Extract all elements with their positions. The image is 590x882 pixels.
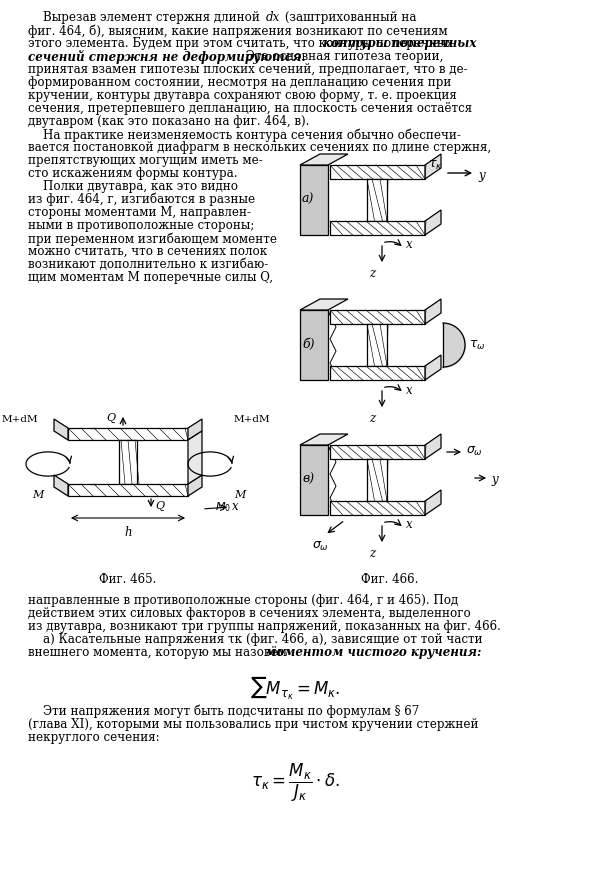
Polygon shape bbox=[300, 154, 348, 165]
Polygon shape bbox=[300, 445, 328, 515]
Text: стороны моментами M, направлен-: стороны моментами M, направлен- bbox=[28, 206, 251, 219]
Polygon shape bbox=[425, 299, 441, 324]
Polygon shape bbox=[68, 428, 188, 440]
Text: $\sum M_{\tau_\kappa} = M_\kappa.$: $\sum M_{\tau_\kappa} = M_\kappa.$ bbox=[250, 675, 340, 702]
Text: некруглого сечения:: некруглого сечения: bbox=[28, 731, 160, 744]
Text: Вырезав элемент стержня длиной: Вырезав элемент стержня длиной bbox=[28, 11, 264, 24]
Polygon shape bbox=[425, 434, 441, 459]
Polygon shape bbox=[425, 355, 441, 380]
Text: $\tau_\omega$: $\tau_\omega$ bbox=[469, 339, 486, 352]
Text: кручении, контуры двутавра сохраняют свою форму, т. е. проекция: кручении, контуры двутавра сохраняют сво… bbox=[28, 89, 457, 102]
Text: $M_0$: $M_0$ bbox=[215, 500, 231, 514]
Text: в): в) bbox=[302, 473, 314, 486]
Polygon shape bbox=[300, 310, 328, 380]
Text: моментом чистого кручения:: моментом чистого кручения: bbox=[265, 646, 481, 659]
Text: (заштрихованный на: (заштрихованный на bbox=[281, 11, 417, 24]
Text: M: M bbox=[32, 490, 44, 500]
Text: x: x bbox=[232, 500, 238, 513]
Polygon shape bbox=[54, 419, 68, 440]
Text: препятствующих могущим иметь ме-: препятствующих могущим иметь ме- bbox=[28, 154, 263, 167]
Text: Q: Q bbox=[155, 501, 164, 511]
Text: вается постановкой диафрагм в нескольких сечениях по длине стержня,: вается постановкой диафрагм в нескольких… bbox=[28, 141, 491, 154]
Text: M+dM: M+dM bbox=[2, 415, 38, 424]
Polygon shape bbox=[54, 475, 68, 496]
Text: фиг. 464, б), выясним, какие напряжения возникают по сечениям: фиг. 464, б), выясним, какие напряжения … bbox=[28, 24, 448, 38]
Polygon shape bbox=[68, 484, 188, 496]
Text: h: h bbox=[124, 526, 132, 539]
Text: x: x bbox=[406, 384, 412, 397]
Polygon shape bbox=[367, 459, 387, 501]
Text: Фиг. 465.: Фиг. 465. bbox=[99, 573, 157, 586]
Polygon shape bbox=[300, 434, 348, 445]
Text: контуры поперечных: контуры поперечных bbox=[323, 37, 477, 50]
Text: формированном состоянии, несмотря на депланацию сечения при: формированном состоянии, несмотря на деп… bbox=[28, 76, 451, 89]
Text: Фиг. 466.: Фиг. 466. bbox=[361, 573, 419, 586]
Text: $\sigma_\omega$: $\sigma_\omega$ bbox=[312, 540, 329, 553]
Text: двутавром (как это показано на фиг. 464, в).: двутавром (как это показано на фиг. 464,… bbox=[28, 115, 309, 128]
Text: Полки двутавра, как это видно: Полки двутавра, как это видно bbox=[28, 180, 238, 193]
Text: ными в противоположные стороны;: ными в противоположные стороны; bbox=[28, 219, 254, 232]
Text: внешнего момента, которую мы назовём: внешнего момента, которую мы назовём bbox=[28, 646, 291, 659]
Text: z: z bbox=[369, 412, 375, 425]
Text: этого элемента. Будем при этом считать, что контуры поперечных: этого элемента. Будем при этом считать, … bbox=[28, 37, 453, 50]
Text: а) Касательные напряжения τк (фиг. 466, а), зависящие от той части: а) Касательные напряжения τк (фиг. 466, … bbox=[28, 633, 483, 646]
Polygon shape bbox=[425, 490, 441, 515]
Text: M+dM: M+dM bbox=[234, 415, 271, 424]
Text: сечения, претерпевшего депланацию, на плоскость сечения остаётся: сечения, претерпевшего депланацию, на пл… bbox=[28, 102, 472, 115]
Text: щим моментам M поперечные силы Q,: щим моментам M поперечные силы Q, bbox=[28, 271, 273, 284]
Text: действием этих силовых факторов в сечениях элемента, выделенного: действием этих силовых факторов в сечени… bbox=[28, 607, 471, 620]
Text: б): б) bbox=[302, 338, 314, 351]
Polygon shape bbox=[188, 475, 202, 496]
Polygon shape bbox=[367, 179, 387, 221]
Text: y: y bbox=[491, 474, 497, 487]
Text: y: y bbox=[478, 168, 484, 182]
Polygon shape bbox=[425, 154, 441, 179]
Text: а): а) bbox=[302, 193, 314, 206]
Text: сечений стержня не деформируются.: сечений стержня не деформируются. bbox=[28, 50, 306, 64]
Polygon shape bbox=[300, 165, 328, 235]
Polygon shape bbox=[330, 221, 425, 235]
Polygon shape bbox=[119, 440, 137, 484]
Polygon shape bbox=[330, 366, 425, 380]
Text: M: M bbox=[234, 490, 245, 500]
Text: $\tau_\kappa$: $\tau_\kappa$ bbox=[428, 159, 442, 172]
Text: (глава XI), которыми мы пользовались при чистом кручении стержней: (глава XI), которыми мы пользовались при… bbox=[28, 718, 478, 731]
Text: z: z bbox=[369, 267, 375, 280]
Text: z: z bbox=[369, 547, 375, 560]
Text: возникают дополнительно к изгибаю-: возникают дополнительно к изгибаю- bbox=[28, 258, 268, 271]
Text: при переменном изгибающем моменте: при переменном изгибающем моменте bbox=[28, 232, 277, 245]
Text: x: x bbox=[406, 519, 412, 532]
Text: Q: Q bbox=[106, 413, 115, 423]
Text: x: x bbox=[406, 238, 412, 251]
Polygon shape bbox=[300, 299, 348, 310]
Text: $\sigma_\omega$: $\sigma_\omega$ bbox=[466, 445, 483, 458]
Text: Эта основная гипотеза теории,: Эта основная гипотеза теории, bbox=[242, 50, 443, 63]
Text: из фиг. 464, г, изгибаются в разные: из фиг. 464, г, изгибаются в разные bbox=[28, 193, 255, 206]
Text: принятая взамен гипотезы плоских сечений, предполагает, что в де-: принятая взамен гипотезы плоских сечений… bbox=[28, 63, 468, 76]
Polygon shape bbox=[188, 419, 202, 440]
Text: направленные в противоположные стороны (фиг. 464, г и 465). Под: направленные в противоположные стороны (… bbox=[28, 594, 458, 607]
Polygon shape bbox=[330, 445, 425, 459]
Polygon shape bbox=[188, 431, 202, 484]
Polygon shape bbox=[367, 324, 387, 366]
Text: $\tau_\kappa = \dfrac{M_\kappa}{J_\kappa} \cdot \delta.$: $\tau_\kappa = \dfrac{M_\kappa}{J_\kappa… bbox=[251, 762, 339, 804]
Text: dx: dx bbox=[266, 11, 280, 24]
Text: На практике неизменяемость контура сечения обычно обеспечи-: На практике неизменяемость контура сечен… bbox=[28, 128, 461, 141]
Polygon shape bbox=[330, 501, 425, 515]
Polygon shape bbox=[425, 210, 441, 235]
Polygon shape bbox=[330, 165, 425, 179]
Text: из двутавра, возникают три группы напряжений, показанных на фиг. 466.: из двутавра, возникают три группы напряж… bbox=[28, 620, 501, 633]
Polygon shape bbox=[330, 310, 425, 324]
Text: сто искажениям формы контура.: сто искажениям формы контура. bbox=[28, 167, 238, 180]
Text: Эти напряжения могут быть подсчитаны по формулам § 67: Эти напряжения могут быть подсчитаны по … bbox=[28, 705, 419, 719]
Text: можно считать, что в сечениях полок: можно считать, что в сечениях полок bbox=[28, 245, 267, 258]
